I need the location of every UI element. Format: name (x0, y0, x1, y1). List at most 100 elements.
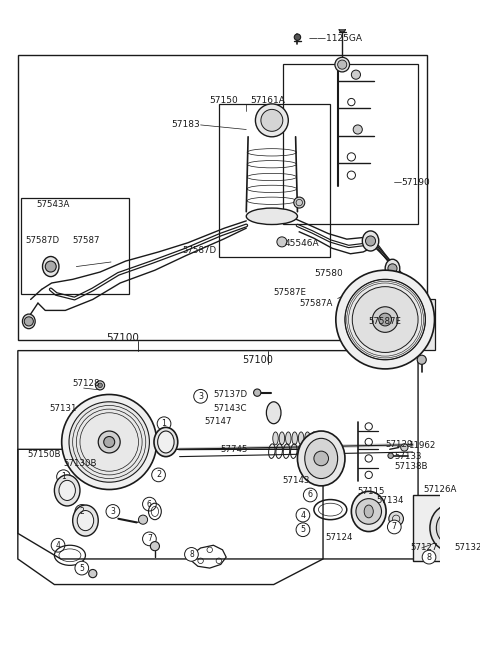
Ellipse shape (59, 480, 75, 501)
Circle shape (388, 264, 397, 273)
Ellipse shape (436, 512, 462, 544)
Ellipse shape (72, 505, 98, 536)
Ellipse shape (77, 511, 94, 531)
Text: 2: 2 (156, 470, 161, 479)
Text: 57183: 57183 (171, 120, 200, 130)
Circle shape (339, 26, 346, 32)
Text: ——1125GA: ——1125GA (309, 34, 362, 42)
Circle shape (45, 261, 56, 272)
Circle shape (417, 355, 426, 364)
Text: 57126A: 57126A (423, 485, 457, 494)
Text: 1: 1 (61, 472, 66, 481)
Circle shape (422, 550, 436, 564)
Text: 57580: 57580 (314, 269, 343, 278)
Bar (283, 64, 418, 224)
Ellipse shape (273, 432, 278, 445)
Circle shape (296, 508, 310, 522)
Ellipse shape (298, 431, 345, 486)
Text: 57587: 57587 (72, 237, 100, 245)
Circle shape (143, 497, 156, 511)
Circle shape (352, 287, 418, 352)
Text: 57587D: 57587D (182, 245, 216, 255)
Circle shape (417, 306, 426, 315)
Circle shape (138, 515, 147, 524)
Text: 57143C: 57143C (214, 404, 247, 413)
Bar (404, 300, 435, 349)
Circle shape (150, 542, 159, 551)
Circle shape (336, 270, 434, 369)
Ellipse shape (305, 438, 337, 478)
Ellipse shape (279, 432, 285, 445)
Circle shape (75, 561, 89, 575)
Circle shape (277, 237, 287, 247)
Circle shape (194, 390, 207, 403)
Circle shape (185, 548, 198, 561)
Text: 57133: 57133 (394, 452, 422, 461)
Text: 57143: 57143 (283, 476, 311, 485)
Ellipse shape (351, 491, 386, 532)
Circle shape (345, 280, 425, 360)
Ellipse shape (311, 432, 317, 445)
Circle shape (303, 488, 317, 502)
Circle shape (24, 317, 34, 326)
Circle shape (468, 498, 478, 507)
Bar (219, 104, 330, 257)
Ellipse shape (286, 432, 291, 445)
Text: 57587D: 57587D (25, 237, 59, 245)
Circle shape (143, 532, 156, 546)
Text: 8: 8 (189, 550, 194, 559)
Text: 57132: 57132 (455, 544, 480, 552)
Ellipse shape (305, 432, 310, 445)
Ellipse shape (430, 505, 468, 551)
Text: 57587E: 57587E (274, 288, 307, 296)
Circle shape (96, 381, 105, 390)
Circle shape (294, 197, 305, 208)
Text: 57138B: 57138B (394, 462, 428, 471)
Circle shape (335, 57, 349, 72)
Ellipse shape (54, 475, 80, 506)
Circle shape (401, 444, 408, 451)
Circle shape (106, 505, 120, 518)
Text: 57147: 57147 (204, 417, 232, 427)
Bar (413, 495, 480, 560)
Ellipse shape (154, 427, 178, 456)
Ellipse shape (266, 402, 281, 424)
Circle shape (57, 470, 71, 484)
Ellipse shape (299, 432, 304, 445)
Ellipse shape (415, 302, 428, 319)
Circle shape (356, 499, 382, 524)
Circle shape (389, 511, 404, 526)
Text: 3: 3 (110, 507, 115, 516)
Text: 5: 5 (300, 526, 305, 534)
Ellipse shape (157, 431, 174, 453)
Ellipse shape (364, 505, 373, 518)
Circle shape (388, 453, 394, 458)
Ellipse shape (246, 208, 298, 224)
Circle shape (366, 236, 375, 246)
Circle shape (255, 104, 288, 137)
Circle shape (372, 306, 398, 333)
Text: 57137D: 57137D (214, 390, 248, 399)
Text: 8: 8 (427, 552, 432, 562)
Circle shape (75, 505, 89, 518)
Circle shape (152, 468, 166, 482)
Text: 2: 2 (79, 507, 84, 516)
Text: 57127: 57127 (411, 544, 438, 552)
Text: 57190: 57190 (402, 178, 431, 187)
Text: 4: 4 (300, 511, 305, 519)
Text: 57543A: 57543A (36, 200, 70, 209)
Text: 57124: 57124 (326, 532, 353, 542)
Text: 57100: 57100 (242, 355, 274, 365)
Text: 57134: 57134 (376, 496, 404, 505)
Text: 57150: 57150 (210, 95, 239, 105)
Circle shape (314, 451, 328, 466)
Ellipse shape (23, 314, 35, 329)
Circle shape (157, 417, 171, 431)
Bar (22, 198, 129, 294)
Text: 57130B: 57130B (63, 458, 97, 468)
Circle shape (379, 313, 392, 326)
Ellipse shape (318, 432, 323, 445)
Text: 1: 1 (162, 419, 167, 428)
Text: 57129: 57129 (385, 440, 412, 450)
Text: 3: 3 (198, 392, 203, 401)
